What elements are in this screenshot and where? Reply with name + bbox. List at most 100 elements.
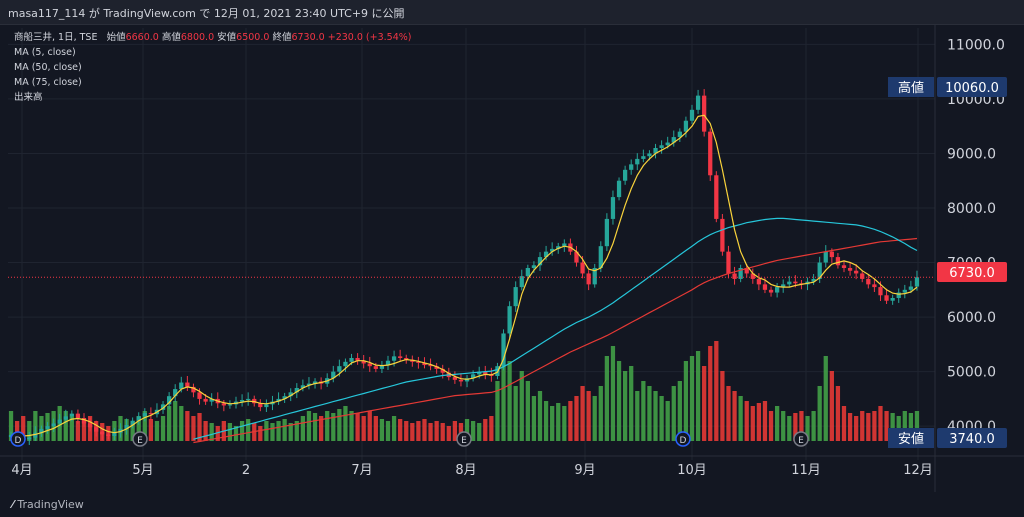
volume-bar [598, 386, 603, 441]
volume-bar [398, 419, 403, 441]
candle-body [683, 120, 689, 132]
volume-bar [738, 396, 743, 441]
price-chart[interactable]: 4000.05000.06000.07000.08000.09000.01000… [0, 24, 1024, 492]
volume-bar [756, 403, 762, 441]
candle-body [312, 381, 318, 384]
volume-bar [841, 406, 847, 441]
volume-bar [477, 423, 482, 441]
volume-bar [890, 413, 895, 441]
candle-body [483, 371, 488, 375]
chart-area[interactable]: 4000.05000.06000.07000.08000.09000.01000… [0, 24, 1024, 492]
volume-bar [641, 381, 646, 441]
candle-body [586, 273, 591, 285]
candle-body [173, 389, 178, 397]
candle-body [866, 278, 871, 285]
volume-bar [209, 423, 214, 441]
candle-body [148, 413, 154, 415]
candle-body [246, 398, 251, 400]
candle-body [689, 109, 695, 121]
candle-body [793, 281, 798, 284]
candle-body [337, 366, 342, 372]
earnings-marker[interactable] [456, 431, 472, 447]
volume-bar [507, 361, 512, 441]
candle-body [75, 413, 81, 418]
candle-body [854, 270, 859, 274]
volume-bar [829, 371, 834, 441]
legend-ma75[interactable]: MA (75, close) [14, 77, 82, 88]
candle-body [477, 371, 482, 375]
candle-body [185, 382, 190, 387]
candle-body [762, 284, 768, 290]
volume-bar [762, 401, 768, 441]
volume-bar [525, 381, 530, 441]
publish-header: masa117_114 が TradingView.com で 12月 01, … [0, 0, 1024, 25]
candle-body [63, 416, 68, 420]
volume-bar [878, 406, 883, 441]
candle-body [27, 437, 32, 440]
volume-bar [683, 361, 689, 441]
candle-body [914, 277, 920, 287]
price-tick-label: 5000.0 [947, 365, 996, 381]
time-tick-label: 8月 [455, 463, 476, 478]
volume-bar [306, 411, 312, 441]
volume-bar [69, 416, 74, 441]
candle-body [768, 289, 774, 293]
legend-close-label: 終値 [272, 32, 292, 43]
volume-bar [616, 361, 622, 441]
candle-body [562, 243, 567, 247]
volume-bar [513, 386, 518, 441]
tradingview-logo[interactable]: ⁄ TradingView [12, 498, 84, 511]
volume-bar [805, 416, 810, 441]
candle-body [677, 131, 682, 138]
candle-body [647, 153, 652, 157]
candle-body [227, 404, 233, 406]
volume-bar [774, 406, 780, 441]
volume-bar [136, 416, 141, 441]
candle-body [94, 427, 99, 432]
volume-bar [604, 356, 610, 441]
volume-bar [75, 421, 81, 441]
ma5-line [10, 114, 918, 438]
volume-bar [300, 416, 306, 441]
candle-body [470, 374, 476, 379]
earnings-marker[interactable] [793, 431, 809, 447]
earnings-marker[interactable] [132, 431, 148, 447]
price-tick-label: 8000.0 [947, 201, 996, 217]
candle-body [81, 418, 87, 424]
candle-body [428, 365, 433, 367]
candle-body [191, 386, 196, 393]
volume-bar [379, 419, 385, 441]
candle-body [258, 403, 263, 408]
candle-body [51, 423, 56, 427]
time-tick-label: 4月 [11, 463, 32, 478]
candle-body [440, 368, 445, 373]
candle-body [787, 281, 792, 285]
volume-bar [702, 366, 707, 441]
volume-bar [847, 413, 853, 441]
volume-bar [489, 416, 494, 441]
candle-body [726, 251, 731, 274]
volume-bar [215, 426, 220, 441]
volume-bar [276, 421, 281, 441]
candle-body [57, 419, 62, 424]
volume-bar [355, 413, 360, 441]
volume-bar [720, 371, 725, 441]
tradingview-logo-icon: ⁄ [12, 498, 14, 511]
dividend-marker[interactable] [10, 431, 26, 447]
volume-bar [197, 413, 202, 441]
dividend-marker[interactable] [675, 431, 691, 447]
candle-body [507, 306, 512, 334]
volume-bar [537, 391, 543, 441]
candle-body [574, 251, 579, 263]
legend-ma5[interactable]: MA (5, close) [14, 47, 76, 58]
candle-body [416, 361, 421, 363]
volume-bar [404, 421, 409, 441]
volume-bar [367, 411, 372, 441]
candle-body [203, 398, 208, 402]
candle-body [641, 156, 646, 159]
volume-bar [750, 406, 755, 441]
candle-body [391, 356, 397, 361]
volume-bar [732, 391, 737, 441]
legend-volume[interactable]: 出来高 [14, 92, 43, 103]
legend-ma50[interactable]: MA (50, close) [14, 62, 82, 73]
